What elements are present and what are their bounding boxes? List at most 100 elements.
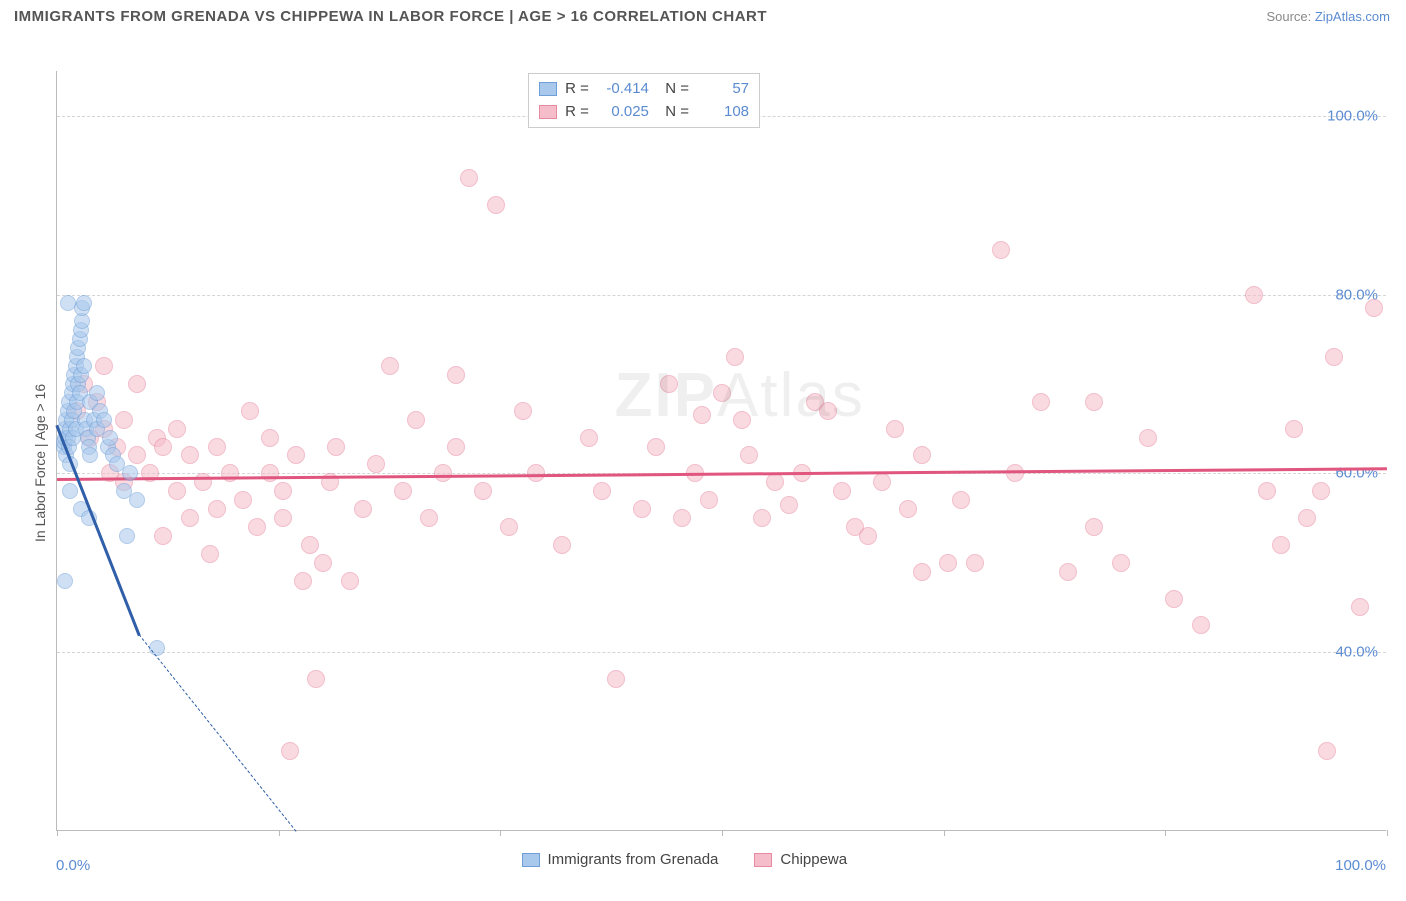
- x-tick: [944, 830, 945, 836]
- r-value: -0.414: [597, 78, 649, 101]
- data-point: [168, 420, 186, 438]
- data-point: [301, 536, 319, 554]
- data-point: [149, 640, 165, 656]
- data-point: [129, 492, 145, 508]
- data-point: [241, 402, 259, 420]
- legend-item: Chippewa: [754, 851, 847, 868]
- data-point: [726, 348, 744, 366]
- data-point: [780, 496, 798, 514]
- plot-area: 40.0%60.0%80.0%100.0%: [56, 71, 1386, 831]
- data-point: [1272, 536, 1290, 554]
- data-point: [1085, 393, 1103, 411]
- data-point: [1312, 482, 1330, 500]
- source-link[interactable]: ZipAtlas.com: [1315, 9, 1390, 24]
- data-point: [460, 169, 478, 187]
- data-point: [766, 473, 784, 491]
- data-point: [122, 465, 138, 481]
- series-legend: Immigrants from Grenada Chippewa: [522, 851, 848, 868]
- data-point: [234, 491, 252, 509]
- n-value: 57: [697, 78, 749, 101]
- data-point: [307, 670, 325, 688]
- data-point: [580, 429, 598, 447]
- n-value: 108: [697, 101, 749, 124]
- data-point: [859, 527, 877, 545]
- data-point: [500, 518, 518, 536]
- data-point: [154, 527, 172, 545]
- x-tick: [722, 830, 723, 836]
- data-point: [1285, 420, 1303, 438]
- data-point: [1139, 429, 1157, 447]
- data-point: [57, 573, 73, 589]
- gridline-h: [57, 295, 1386, 296]
- data-point: [115, 411, 133, 429]
- data-point: [181, 509, 199, 527]
- data-point: [1085, 518, 1103, 536]
- data-point: [1351, 598, 1369, 616]
- data-point: [700, 491, 718, 509]
- data-point: [420, 509, 438, 527]
- x-tick-label: 100.0%: [1335, 857, 1386, 874]
- data-point: [514, 402, 532, 420]
- data-point: [873, 473, 891, 491]
- data-point: [95, 357, 113, 375]
- data-point: [733, 411, 751, 429]
- data-point: [553, 536, 571, 554]
- data-point: [474, 482, 492, 500]
- data-point: [281, 742, 299, 760]
- legend-swatch: [754, 853, 772, 867]
- data-point: [1165, 590, 1183, 608]
- legend-swatch: [522, 853, 540, 867]
- data-point: [128, 375, 146, 393]
- data-point: [913, 563, 931, 581]
- data-point: [354, 500, 372, 518]
- data-point: [966, 554, 984, 572]
- data-point: [1318, 742, 1336, 760]
- data-point: [1245, 286, 1263, 304]
- data-point: [89, 385, 105, 401]
- data-point: [394, 482, 412, 500]
- data-point: [660, 375, 678, 393]
- data-point: [76, 358, 92, 374]
- x-tick-label: 0.0%: [56, 857, 90, 874]
- data-point: [62, 483, 78, 499]
- data-point: [607, 670, 625, 688]
- legend-swatch: [539, 105, 557, 119]
- data-point: [647, 438, 665, 456]
- data-point: [713, 384, 731, 402]
- data-point: [1006, 464, 1024, 482]
- data-point: [274, 509, 292, 527]
- data-point: [1325, 348, 1343, 366]
- data-point: [154, 438, 172, 456]
- data-point: [447, 366, 465, 384]
- data-point: [208, 438, 226, 456]
- data-point: [633, 500, 651, 518]
- data-point: [673, 509, 691, 527]
- legend-swatch: [539, 82, 557, 96]
- data-point: [952, 491, 970, 509]
- correlation-legend-row: R =-0.414 N =57: [539, 78, 749, 101]
- data-point: [447, 438, 465, 456]
- data-point: [913, 446, 931, 464]
- chart-title: IMMIGRANTS FROM GRENADA VS CHIPPEWA IN L…: [14, 8, 767, 25]
- x-tick: [57, 830, 58, 836]
- data-point: [833, 482, 851, 500]
- data-point: [181, 446, 199, 464]
- chart-header: IMMIGRANTS FROM GRENADA VS CHIPPEWA IN L…: [0, 0, 1406, 33]
- x-tick: [1387, 830, 1388, 836]
- data-point: [593, 482, 611, 500]
- data-point: [1059, 563, 1077, 581]
- gridline-h: [57, 652, 1386, 653]
- legend-label: Chippewa: [780, 851, 847, 868]
- correlation-legend-row: R =0.025 N =108: [539, 101, 749, 124]
- data-point: [899, 500, 917, 518]
- data-point: [407, 411, 425, 429]
- data-point: [1298, 509, 1316, 527]
- data-point: [939, 554, 957, 572]
- data-point: [128, 446, 146, 464]
- legend-item: Immigrants from Grenada: [522, 851, 719, 868]
- data-point: [119, 528, 135, 544]
- y-tick-label: 40.0%: [1335, 644, 1378, 661]
- data-point: [221, 464, 239, 482]
- data-point: [261, 429, 279, 447]
- data-point: [992, 241, 1010, 259]
